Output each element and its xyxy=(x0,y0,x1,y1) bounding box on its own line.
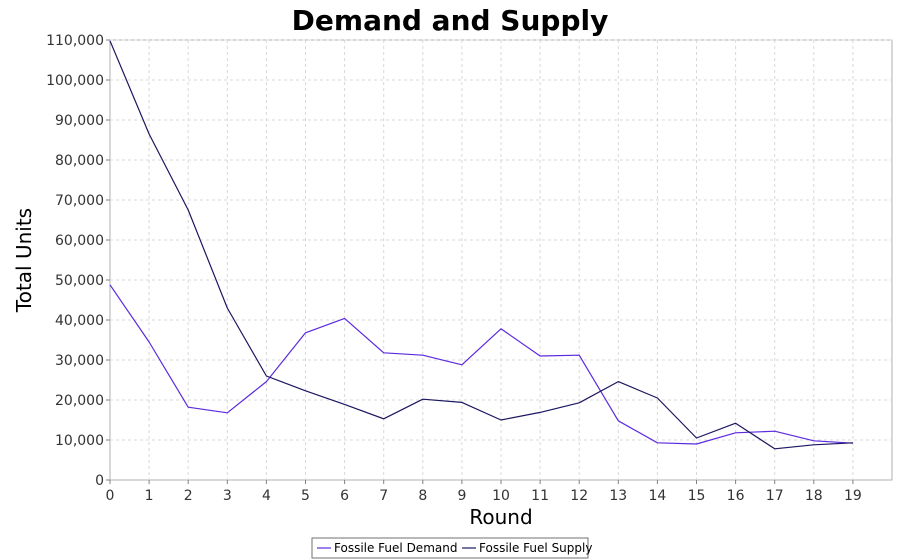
y-tick-label: 100,000 xyxy=(46,73,104,89)
x-tick-label: 15 xyxy=(688,488,706,504)
x-tick-label: 12 xyxy=(570,488,588,504)
x-tick-label: 0 xyxy=(106,488,115,504)
x-tick-label: 17 xyxy=(766,488,784,504)
y-tick-label: 80,000 xyxy=(55,153,104,169)
y-tick-label: 60,000 xyxy=(55,233,104,249)
legend-label-demand: Fossile Fuel Demand xyxy=(334,541,457,555)
chart-title: Demand and Supply xyxy=(292,4,609,37)
x-tick-label: 8 xyxy=(418,488,427,504)
y-tick-label: 90,000 xyxy=(55,113,104,129)
x-tick-label: 1 xyxy=(145,488,154,504)
legend-label-supply: Fossile Fuel Supply xyxy=(479,541,592,555)
y-tick-label: 110,000 xyxy=(46,33,104,49)
y-tick-label: 20,000 xyxy=(55,393,104,409)
x-tick-label: 3 xyxy=(223,488,232,504)
x-tick-label: 7 xyxy=(379,488,388,504)
y-tick-label: 70,000 xyxy=(55,193,104,209)
y-tick-label: 30,000 xyxy=(55,353,104,369)
x-tick-label: 5 xyxy=(301,488,310,504)
x-axis-ticks: 0 1 2 3 4 5 6 7 8 9 10 11 12 13 14 15 16 17 18 19 xyxy=(106,480,862,504)
x-tick-label: 4 xyxy=(262,488,271,504)
x-axis-label: Round xyxy=(469,505,532,529)
x-tick-label: 13 xyxy=(609,488,627,504)
x-tick-label: 14 xyxy=(648,488,666,504)
x-tick-label: 10 xyxy=(492,488,510,504)
x-tick-label: 2 xyxy=(184,488,193,504)
x-tick-label: 9 xyxy=(457,488,466,504)
legend: Fossile Fuel Demand Fossile Fuel Supply xyxy=(311,537,592,559)
y-tick-label: 50,000 xyxy=(55,273,104,289)
x-tick-label: 19 xyxy=(844,488,862,504)
y-tick-label: 10,000 xyxy=(55,433,104,449)
y-axis-label: Total Units xyxy=(12,208,36,313)
y-tick-label: 40,000 xyxy=(55,313,104,329)
series-line-supply xyxy=(109,40,853,450)
y-axis-ticks: 0 10,000 20,000 30,000 40,000 50,000 60,000 70,… xyxy=(46,33,110,489)
x-tick-label: 16 xyxy=(727,488,745,504)
legend-box xyxy=(311,537,589,559)
x-tick-label: 18 xyxy=(805,488,823,504)
series-line-demand xyxy=(109,284,853,445)
y-tick-label: 0 xyxy=(95,473,104,489)
series-layer xyxy=(109,40,853,450)
x-tick-label: 11 xyxy=(531,488,549,504)
grid-layer xyxy=(110,39,892,480)
x-tick-label: 6 xyxy=(340,488,349,504)
